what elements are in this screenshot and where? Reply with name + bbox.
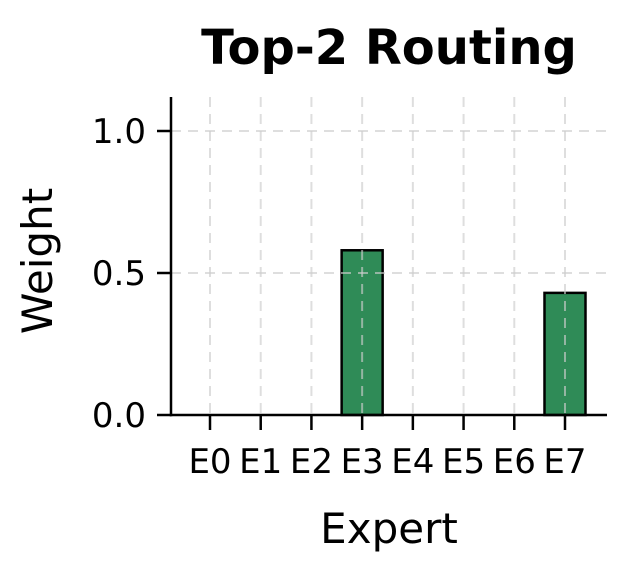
- x-tick-label: E4: [391, 442, 434, 482]
- y-tick-label: 0.5: [92, 254, 146, 294]
- y-tick-label: 0.0: [92, 396, 146, 436]
- x-tick-label: E6: [493, 442, 536, 482]
- x-tick-label: E5: [442, 442, 485, 482]
- x-tick-label: E3: [341, 442, 384, 482]
- y-axis-label: Weight: [13, 188, 62, 334]
- chart-title: Top-2 Routing: [201, 20, 577, 76]
- x-tick-label: E7: [543, 442, 586, 482]
- tick-labels-group: 0.0 0.5 1.0 E0 E1 E2 E3 E4 E5 E6 E7: [92, 112, 587, 482]
- y-tick-label: 1.0: [92, 112, 146, 152]
- x-tick-label: E2: [290, 442, 333, 482]
- x-tick-label: E1: [239, 442, 282, 482]
- x-tick-label: E0: [188, 442, 231, 482]
- x-axis-label: Expert: [320, 504, 458, 553]
- axes-group: [157, 97, 607, 430]
- gridlines-group: [171, 97, 607, 415]
